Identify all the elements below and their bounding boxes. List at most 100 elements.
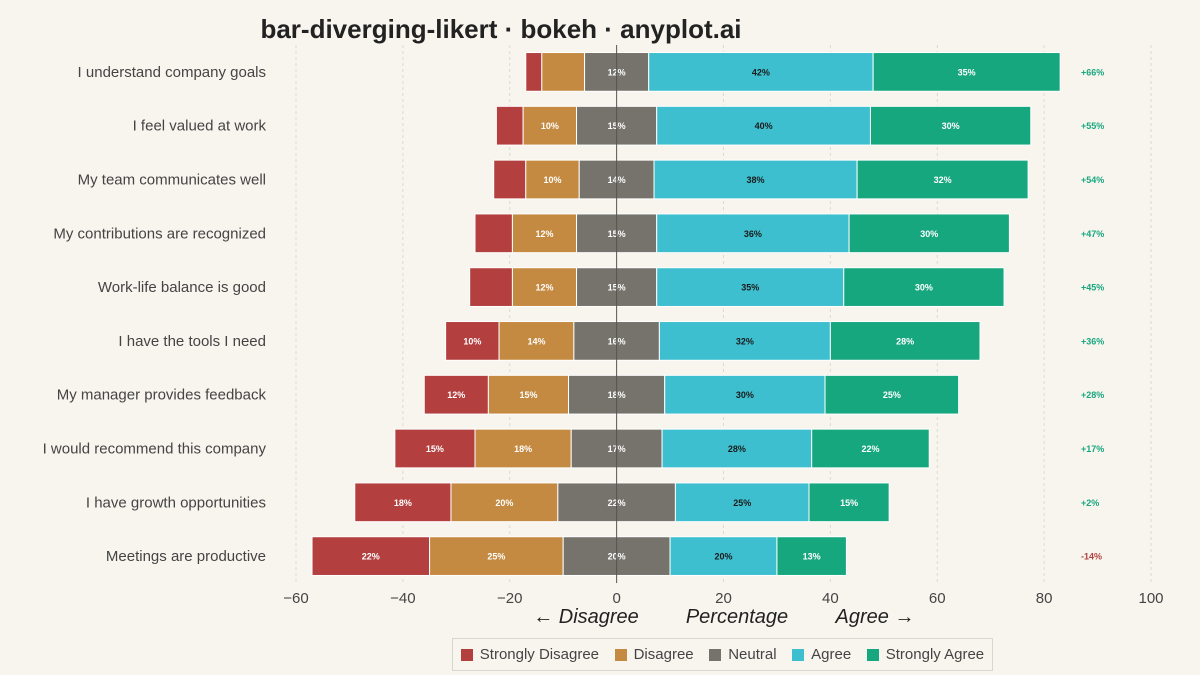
data-label: 18% bbox=[394, 498, 412, 508]
data-label: 20% bbox=[714, 552, 732, 562]
category-labels: I understand company goals I feel valued … bbox=[43, 64, 267, 565]
data-label: 15% bbox=[426, 444, 444, 454]
data-label: 10% bbox=[463, 336, 481, 346]
bar-segment bbox=[522, 105, 578, 146]
bar-segment bbox=[658, 321, 831, 361]
bar-segment bbox=[474, 213, 513, 254]
bar-segment bbox=[469, 267, 513, 307]
legend-label: Strongly Agree bbox=[885, 646, 985, 663]
legend-item: Strongly Disagree bbox=[460, 646, 600, 663]
bar-segment bbox=[872, 52, 1061, 92]
bar-segment bbox=[541, 52, 586, 92]
legend-swatch bbox=[866, 648, 879, 661]
data-label: 18% bbox=[514, 444, 532, 454]
category-label: I feel valued at work bbox=[133, 118, 267, 135]
data-label: 32% bbox=[736, 336, 754, 346]
data-label: 42% bbox=[752, 67, 770, 77]
category-label: My team communicates well bbox=[78, 172, 266, 189]
legend-label: Agree bbox=[811, 646, 852, 663]
x-tick-label: 40 bbox=[822, 590, 839, 607]
data-label: 12% bbox=[535, 283, 553, 293]
bar-segment bbox=[656, 213, 850, 254]
x-tick-label: −40 bbox=[390, 590, 415, 607]
net-score-label: +47% bbox=[1081, 229, 1104, 239]
bar-segment bbox=[354, 482, 452, 523]
legend-item: Disagree bbox=[614, 646, 694, 663]
data-label: 22% bbox=[861, 444, 879, 454]
data-label: 30% bbox=[915, 283, 933, 293]
data-label: 25% bbox=[487, 552, 505, 562]
data-label: 15% bbox=[840, 498, 858, 508]
net-score-label: +55% bbox=[1081, 121, 1104, 131]
legend-label: Disagree bbox=[633, 646, 694, 663]
data-label: 30% bbox=[942, 121, 960, 131]
bar-segment bbox=[674, 482, 810, 523]
data-label: 10% bbox=[543, 175, 561, 185]
data-label: 20% bbox=[495, 498, 513, 508]
net-score-label: +2% bbox=[1081, 498, 1099, 508]
net-score-label: +36% bbox=[1081, 336, 1104, 346]
legend-item: Agree bbox=[792, 646, 851, 663]
bar-segment bbox=[648, 52, 874, 92]
legend-label: Strongly Disagree bbox=[479, 646, 600, 663]
category-label: Work-life balance is good bbox=[98, 279, 266, 296]
category-label: I have growth opportunities bbox=[86, 494, 266, 511]
data-label: 14% bbox=[527, 336, 545, 346]
data-label: 13% bbox=[803, 552, 821, 562]
data-label: 40% bbox=[755, 121, 773, 131]
bar-segment bbox=[848, 213, 1010, 254]
bar-segment bbox=[824, 374, 960, 415]
bar-segment bbox=[495, 105, 524, 146]
bar-segment bbox=[474, 428, 572, 469]
data-label: 25% bbox=[883, 390, 901, 400]
data-label: 35% bbox=[741, 283, 759, 293]
bar-segment bbox=[525, 52, 543, 92]
bar-segment bbox=[487, 374, 570, 415]
bar-segment bbox=[808, 482, 890, 523]
data-label: 30% bbox=[736, 390, 754, 400]
bar-segment bbox=[429, 536, 564, 576]
category-label: I would recommend this company bbox=[43, 441, 267, 458]
bar-segment bbox=[511, 267, 578, 307]
x-tick-label: 100 bbox=[1138, 590, 1163, 607]
bar-segment bbox=[669, 536, 778, 576]
data-label: 32% bbox=[934, 175, 952, 185]
net-score-label: +54% bbox=[1081, 175, 1104, 185]
x-tick-label: 0 bbox=[612, 590, 620, 607]
net-score-label: +45% bbox=[1081, 283, 1104, 293]
bar-segment bbox=[811, 428, 930, 469]
x-axis-ticks: −60 −40 −20 0 20 40 60 80 100 bbox=[283, 590, 1163, 607]
net-score-label: +66% bbox=[1081, 67, 1104, 77]
x-axis-label-right: Agree → bbox=[835, 606, 915, 628]
data-label: 35% bbox=[958, 67, 976, 77]
legend-swatch bbox=[460, 648, 473, 661]
bar-segment bbox=[829, 321, 981, 361]
bar-segment bbox=[493, 159, 527, 200]
net-score-label: -14% bbox=[1081, 552, 1102, 562]
chart-title: bar-diverging-likert · bokeh · anyplot.a… bbox=[260, 14, 741, 44]
net-score-label: +28% bbox=[1081, 390, 1104, 400]
legend-label: Neutral bbox=[728, 646, 777, 663]
legend-item: Neutral bbox=[709, 646, 777, 663]
bar-segment bbox=[656, 105, 871, 146]
data-label: 28% bbox=[728, 444, 746, 454]
net-score-labels: +66% +55% +54% +47% +45% +36% +28% +17% +2% -14% bbox=[1081, 67, 1104, 561]
x-tick-label: −20 bbox=[497, 590, 522, 607]
category-label: My manager provides feedback bbox=[57, 387, 267, 404]
data-label: 10% bbox=[541, 121, 559, 131]
x-tick-label: −60 bbox=[283, 590, 308, 607]
data-label: 38% bbox=[747, 175, 765, 185]
bar-segment bbox=[525, 159, 580, 200]
bar-segment bbox=[656, 267, 845, 307]
bar-segment bbox=[661, 428, 813, 469]
category-label: I understand company goals bbox=[78, 64, 266, 81]
category-label: Meetings are productive bbox=[106, 548, 266, 565]
legend-swatch bbox=[709, 648, 722, 661]
x-axis-label-left: ← Disagree bbox=[533, 606, 639, 628]
bars: 12% 42% 35% 10% 15% 40% 30% 10% 14% 38% 32% 12% 15% 3… bbox=[311, 45, 1061, 583]
bar-segment bbox=[450, 482, 559, 523]
data-label: 25% bbox=[733, 498, 751, 508]
x-tick-label: 60 bbox=[929, 590, 946, 607]
net-score-label: +17% bbox=[1081, 444, 1104, 454]
